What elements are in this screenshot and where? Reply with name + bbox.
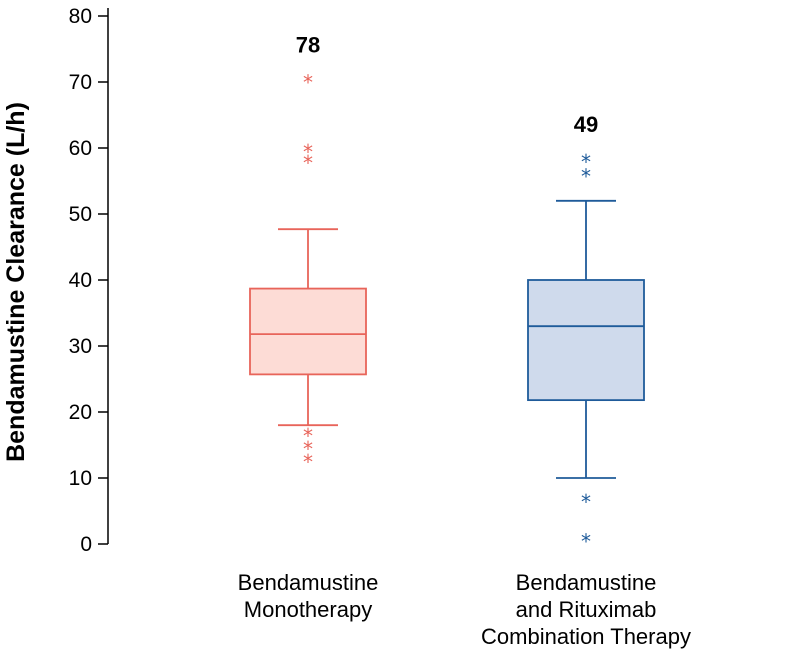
- outlier-point: *: [303, 424, 313, 448]
- x-category-label-line: Bendamustine: [516, 570, 657, 595]
- outlier-point: *: [581, 164, 591, 188]
- y-tick-label: 10: [69, 467, 92, 490]
- outlier-point: *: [303, 450, 313, 474]
- y-tick-label: 0: [80, 533, 92, 556]
- outlier-point: *: [303, 140, 313, 164]
- y-tick-label: 50: [69, 203, 92, 226]
- y-tick-label: 60: [69, 137, 92, 160]
- y-tick-label: 70: [69, 71, 92, 94]
- y-tick-label: 40: [69, 269, 92, 292]
- x-category-label-line: Bendamustine: [238, 570, 379, 595]
- y-axis: 0 10 20 30 40 50 60 70 80: [69, 5, 109, 556]
- x-category-label: Bendamustine Monotherapy: [238, 570, 379, 622]
- outlier-point: *: [303, 437, 313, 461]
- outlier-point: *: [303, 71, 313, 95]
- outlier-point: *: [303, 151, 313, 175]
- sample-size-label: 49: [574, 112, 598, 137]
- x-category-label-line: Combination Therapy: [481, 624, 691, 649]
- y-tick-label: 30: [69, 335, 92, 358]
- outlier-point: *: [581, 529, 591, 553]
- iqr-box: [249, 287, 367, 376]
- y-tick-label: 20: [69, 401, 92, 424]
- x-category-label: Bendamustine and Rituximab Combination The…: [481, 570, 691, 649]
- sample-size-label: 78: [296, 33, 320, 58]
- outlier-point: *: [581, 490, 591, 514]
- iqr-box: [527, 279, 645, 402]
- outlier-point: *: [581, 150, 591, 174]
- y-axis-title: Bendamustine Clearance (L/h): [2, 102, 30, 462]
- x-category-label-line: Monotherapy: [244, 597, 372, 622]
- x-category-label-line: and Rituximab: [516, 597, 657, 622]
- y-tick-label: 80: [69, 5, 92, 28]
